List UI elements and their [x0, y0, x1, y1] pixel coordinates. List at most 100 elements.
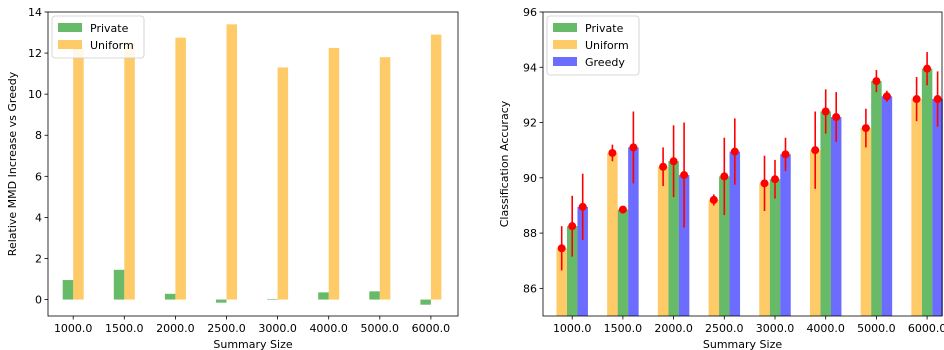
bar-private — [369, 291, 380, 300]
y-tick-label: 94 — [523, 61, 537, 74]
y-tick-label: 96 — [523, 6, 537, 19]
x-ticks: 1000.0 1500.0 2000.0 2500.0 3000.0 4000.0 5000… — [54, 316, 450, 335]
bar-uniform — [860, 128, 872, 316]
mean-point — [760, 179, 769, 188]
y-tick-label: 88 — [523, 227, 537, 240]
legend-label-private: Private — [585, 22, 624, 35]
x-axis-label: Summary Size — [703, 338, 782, 350]
mmd-increase-chart: 0 2 4 6 8 10 12 14 1000.0 1500.0 2000.0 2500.0 3000… — [6, 6, 459, 350]
x-tick-label: 1000.0 — [553, 322, 592, 335]
x-tick-label: 4000.0 — [806, 322, 845, 335]
y-tick-label: 14 — [28, 6, 42, 19]
bar-uniform — [607, 152, 618, 316]
bar-uniform — [379, 57, 391, 300]
bar-private — [668, 161, 679, 316]
legend-label-greedy: Greedy — [585, 56, 625, 69]
legend-swatch-uniform — [553, 40, 577, 49]
bar-uniform — [759, 183, 770, 316]
mean-point — [872, 77, 881, 86]
legend-label-uniform: Uniform — [585, 39, 629, 52]
bar-uniform — [124, 42, 135, 300]
x-tick-label: 1500.0 — [604, 322, 643, 335]
legend-swatch-private — [58, 23, 82, 32]
mean-point — [629, 143, 638, 152]
mean-point — [568, 222, 577, 231]
x-tick-label: 6000.0 — [412, 322, 451, 335]
x-tick-label: 6000.0 — [908, 322, 944, 335]
x-tick-label: 4000.0 — [309, 322, 348, 335]
mean-point — [882, 92, 891, 101]
y-tick-label: 4 — [35, 211, 42, 224]
bar-private — [921, 68, 933, 317]
legend: Private Uniform Greedy — [546, 15, 640, 76]
legend-swatch-greedy — [553, 57, 577, 66]
mean-point — [832, 113, 841, 122]
bar-greedy — [628, 147, 639, 316]
mean-point — [912, 95, 921, 104]
y-tick-label: 2 — [35, 252, 42, 265]
mean-point — [680, 171, 689, 180]
bar-private — [820, 111, 831, 316]
y-ticks: 86 88 90 92 94 96 — [523, 6, 543, 295]
x-tick-label: 2500.0 — [705, 322, 744, 335]
plot-frame — [47, 11, 459, 317]
mean-point — [659, 162, 668, 171]
mean-point — [709, 195, 718, 204]
mean-point — [618, 205, 627, 214]
bar-private — [617, 209, 629, 316]
bar-private — [267, 298, 278, 300]
bars — [556, 68, 943, 317]
y-axis-label: Relative MMD Increase vs Greedy — [6, 71, 19, 256]
y-tick-label: 92 — [523, 117, 537, 130]
x-tick-label: 1500.0 — [105, 322, 144, 335]
y-ticks: 0 2 4 6 8 10 12 14 — [28, 6, 48, 307]
bar-private — [420, 299, 431, 305]
legend-label-uniform: Uniform — [90, 39, 134, 52]
mean-point — [557, 244, 566, 253]
bars — [62, 24, 442, 305]
bar-private — [871, 81, 882, 316]
legend: Private Uniform — [51, 15, 145, 59]
bar-greedy — [932, 99, 943, 317]
x-ticks: 1000.0 1500.0 2000.0 2500.0 3000.0 4000.0 5000… — [553, 316, 944, 335]
bar-private — [566, 226, 578, 316]
bar-uniform — [657, 166, 669, 316]
x-axis-label: Summary Size — [213, 338, 292, 350]
mean-point — [608, 148, 617, 157]
bar-greedy — [729, 151, 741, 316]
legend-label-private: Private — [90, 22, 129, 35]
bar-greedy — [678, 175, 690, 316]
bar-greedy — [830, 117, 842, 316]
y-tick-label: 86 — [523, 282, 537, 295]
bar-greedy — [577, 206, 588, 316]
x-tick-label: 5000.0 — [361, 322, 400, 335]
error-bars — [557, 52, 942, 271]
x-tick-label: 2000.0 — [654, 322, 693, 335]
legend-swatch-private — [553, 23, 577, 32]
mean-point — [771, 175, 779, 184]
bar-greedy — [780, 154, 791, 316]
mean-point — [720, 172, 729, 181]
bar-uniform — [226, 24, 237, 300]
mean-point — [578, 202, 587, 211]
bar-private — [113, 269, 125, 300]
x-tick-label: 2500.0 — [207, 322, 246, 335]
y-tick-label: 8 — [35, 129, 42, 142]
mean-point — [821, 107, 830, 116]
bar-uniform — [175, 37, 186, 300]
y-tick-label: 6 — [35, 170, 42, 183]
plot-frame — [542, 11, 943, 317]
bar-private — [164, 293, 176, 300]
bar-uniform — [277, 67, 289, 300]
mean-point — [781, 150, 790, 159]
bar-private — [62, 280, 74, 300]
bar-uniform — [809, 150, 821, 316]
bar-private — [769, 179, 781, 316]
x-tick-label: 1000.0 — [54, 322, 93, 335]
mean-point — [861, 124, 870, 133]
bar-uniform — [708, 199, 720, 316]
mean-point — [933, 95, 942, 104]
bar-private — [216, 299, 227, 303]
bar-uniform — [430, 34, 442, 300]
